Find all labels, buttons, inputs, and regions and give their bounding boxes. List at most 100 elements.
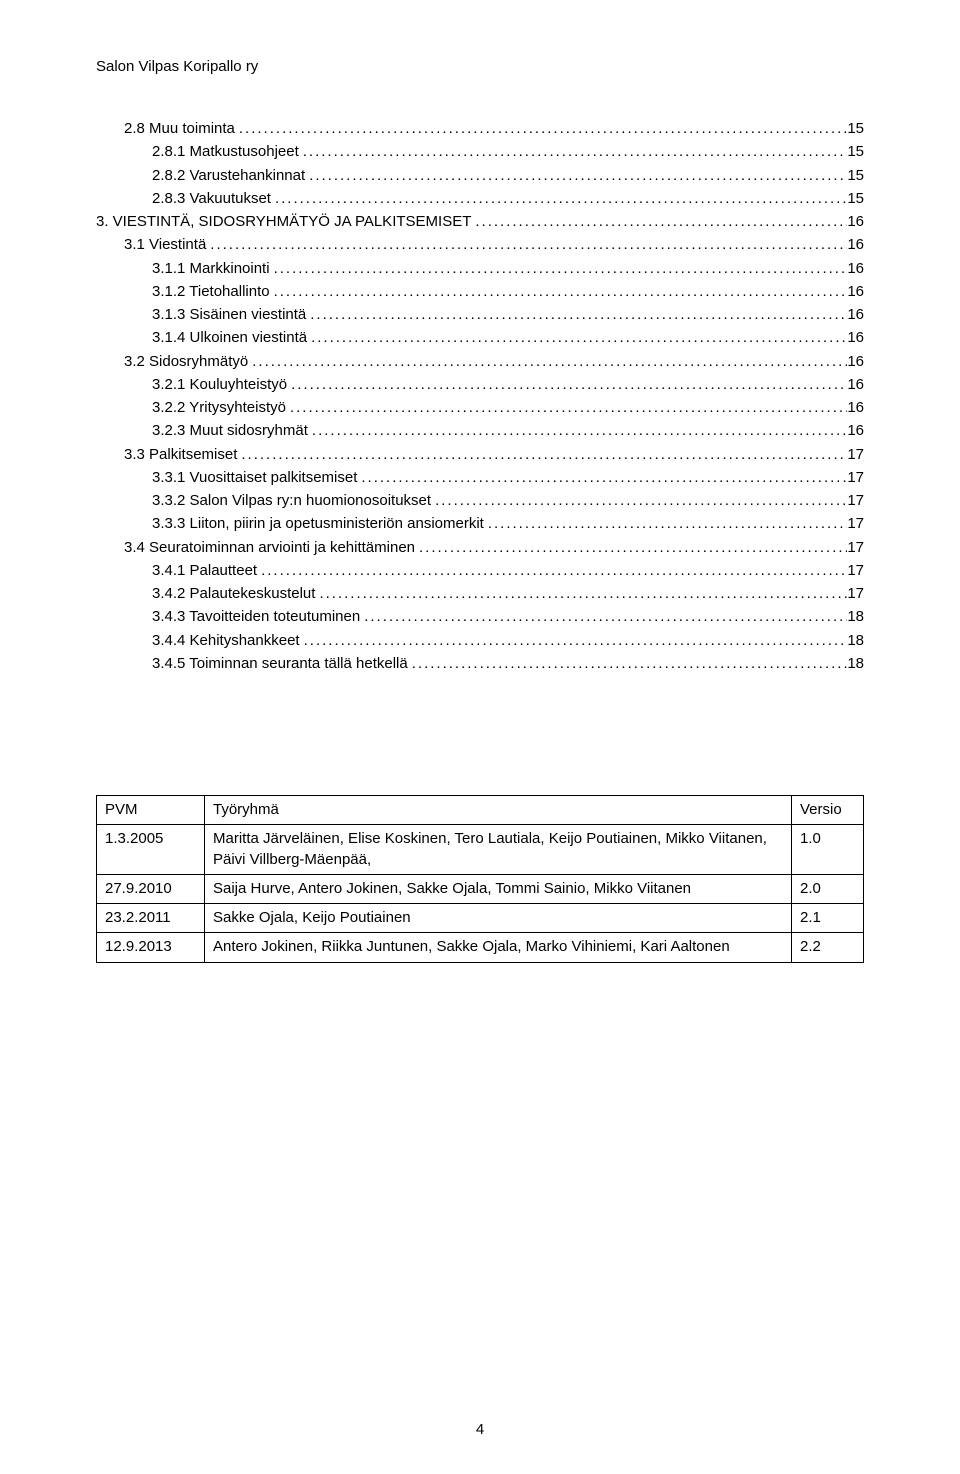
toc-leader-dots	[308, 419, 847, 442]
toc-leader-dots	[300, 629, 848, 652]
toc-leader-dots	[471, 210, 847, 233]
toc-row: 3.4.4 Kehityshankkeet18	[96, 629, 864, 652]
toc-label: 3.4.3 Tavoitteiden toteutuminen	[152, 605, 360, 628]
toc-row: 3.4.1 Palautteet 17	[96, 559, 864, 582]
table-header-cell: Versio	[792, 796, 864, 825]
toc-label: 2.8.1 Matkustusohjeet	[152, 140, 299, 163]
toc-label: 3.4.5 Toiminnan seuranta tällä hetkellä	[152, 652, 408, 675]
toc-label: 3.1.2 Tietohallinto	[152, 280, 270, 303]
toc-leader-dots	[206, 233, 847, 256]
table-row: 23.2.2011Sakke Ojala, Keijo Poutiainen2.…	[97, 904, 864, 933]
document-header: Salon Vilpas Koripallo ry	[96, 58, 864, 75]
toc-leader-dots	[286, 396, 847, 419]
toc-label: 3.3.1 Vuosittaiset palkitsemiset	[152, 466, 357, 489]
toc-page: 15	[847, 164, 864, 187]
toc-row: 3.4.5 Toiminnan seuranta tällä hetkellä1…	[96, 652, 864, 675]
toc-leader-dots	[248, 350, 847, 373]
toc-label: 2.8.3 Vakuutukset	[152, 187, 271, 210]
toc-leader-dots	[270, 257, 848, 280]
toc-row: 2.8.1 Matkustusohjeet15	[96, 140, 864, 163]
toc-leader-dots	[415, 536, 847, 559]
toc-leader-dots	[270, 280, 848, 303]
toc-leader-dots	[484, 512, 847, 535]
table-cell: Sakke Ojala, Keijo Poutiainen	[205, 904, 792, 933]
toc-label: 3.3.3 Liiton, piirin ja opetusministeriö…	[152, 512, 484, 535]
toc-leader-dots	[431, 489, 847, 512]
toc-page: 16	[847, 350, 864, 373]
table-cell: 2.1	[792, 904, 864, 933]
table-cell: Saija Hurve, Antero Jokinen, Sakke Ojala…	[205, 874, 792, 903]
toc-leader-dots	[237, 443, 847, 466]
toc-label: 3.4 Seuratoiminnan arviointi ja kehittäm…	[124, 536, 415, 559]
toc-row: 3.2.2 Yritysyhteistyö16	[96, 396, 864, 419]
table-header-row: PVMTyöryhmäVersio	[97, 796, 864, 825]
table-cell: 2.2	[792, 933, 864, 962]
toc-row: 3.1 Viestintä 16	[96, 233, 864, 256]
toc-leader-dots	[408, 652, 848, 675]
toc-row: 3.3.1 Vuosittaiset palkitsemiset 17	[96, 466, 864, 489]
toc-page: 16	[847, 280, 864, 303]
table-cell: 27.9.2010	[97, 874, 205, 903]
toc-row: 3.3 Palkitsemiset17	[96, 443, 864, 466]
toc-label: 2.8.2 Varustehankinnat	[152, 164, 305, 187]
toc-page: 16	[847, 419, 864, 442]
toc-leader-dots	[357, 466, 847, 489]
toc-row: 3.2.3 Muut sidosryhmät16	[96, 419, 864, 442]
toc-label: 3.2.2 Yritysyhteistyö	[152, 396, 286, 419]
toc-row: 3.4.3 Tavoitteiden toteutuminen 18	[96, 605, 864, 628]
table-cell: Maritta Järveläinen, Elise Koskinen, Ter…	[205, 825, 792, 875]
table-row: 12.9.2013Antero Jokinen, Riikka Juntunen…	[97, 933, 864, 962]
toc-row: 3.1.4 Ulkoinen viestintä16	[96, 326, 864, 349]
table-cell: 12.9.2013	[97, 933, 205, 962]
toc-label: 3.1.4 Ulkoinen viestintä	[152, 326, 307, 349]
toc-page: 17	[847, 536, 864, 559]
toc-page: 16	[847, 373, 864, 396]
toc-label: 3.1 Viestintä	[124, 233, 206, 256]
table-cell: Antero Jokinen, Riikka Juntunen, Sakke O…	[205, 933, 792, 962]
toc-leader-dots	[306, 303, 847, 326]
toc-leader-dots	[360, 605, 847, 628]
toc-label: 3.1.3 Sisäinen viestintä	[152, 303, 306, 326]
toc-page: 15	[847, 187, 864, 210]
toc-row: 3.3.2 Salon Vilpas ry:n huomionosoitukse…	[96, 489, 864, 512]
toc-label: 3.2 Sidosryhmätyö	[124, 350, 248, 373]
toc-leader-dots	[307, 326, 847, 349]
toc-leader-dots	[299, 140, 848, 163]
toc-label: 3.4.4 Kehityshankkeet	[152, 629, 300, 652]
spacer	[96, 675, 864, 795]
toc-page: 17	[847, 489, 864, 512]
toc-label: 3.4.2 Palautekeskustelut	[152, 582, 315, 605]
toc-page: 17	[847, 512, 864, 535]
toc-label: 3.1.1 Markkinointi	[152, 257, 270, 280]
toc-row: 3.4 Seuratoiminnan arviointi ja kehittäm…	[96, 536, 864, 559]
toc-label: 2.8 Muu toiminta	[124, 117, 235, 140]
toc-page: 16	[847, 233, 864, 256]
toc-row: 2.8 Muu toiminta 15	[96, 117, 864, 140]
toc-page: 17	[847, 582, 864, 605]
table-cell: 1.3.2005	[97, 825, 205, 875]
toc-page: 16	[847, 303, 864, 326]
table-of-contents: 2.8 Muu toiminta152.8.1 Matkustusohjeet1…	[96, 117, 864, 675]
table-row: 1.3.2005Maritta Järveläinen, Elise Koski…	[97, 825, 864, 875]
toc-page: 17	[847, 443, 864, 466]
toc-page: 17	[847, 559, 864, 582]
toc-row: 3.1.2 Tietohallinto 16	[96, 280, 864, 303]
page: Salon Vilpas Koripallo ry 2.8 Muu toimin…	[0, 0, 960, 1474]
toc-page: 15	[847, 117, 864, 140]
toc-page: 16	[847, 210, 864, 233]
table-header-cell: PVM	[97, 796, 205, 825]
page-number: 4	[0, 1421, 960, 1438]
toc-row: 3.4.2 Palautekeskustelut 17	[96, 582, 864, 605]
toc-row: 3.2 Sidosryhmätyö 16	[96, 350, 864, 373]
table-row: 27.9.2010Saija Hurve, Antero Jokinen, Sa…	[97, 874, 864, 903]
toc-label: 3. VIESTINTÄ, SIDOSRYHMÄTYÖ JA PALKITSEM…	[96, 210, 471, 233]
toc-label: 3.4.1 Palautteet	[152, 559, 257, 582]
toc-page: 17	[847, 466, 864, 489]
toc-leader-dots	[287, 373, 847, 396]
table-cell: 1.0	[792, 825, 864, 875]
toc-row: 3.2.1 Kouluyhteistyö16	[96, 373, 864, 396]
toc-page: 18	[847, 605, 864, 628]
table-cell: 2.0	[792, 874, 864, 903]
toc-leader-dots	[271, 187, 847, 210]
toc-row: 3.1.1 Markkinointi16	[96, 257, 864, 280]
